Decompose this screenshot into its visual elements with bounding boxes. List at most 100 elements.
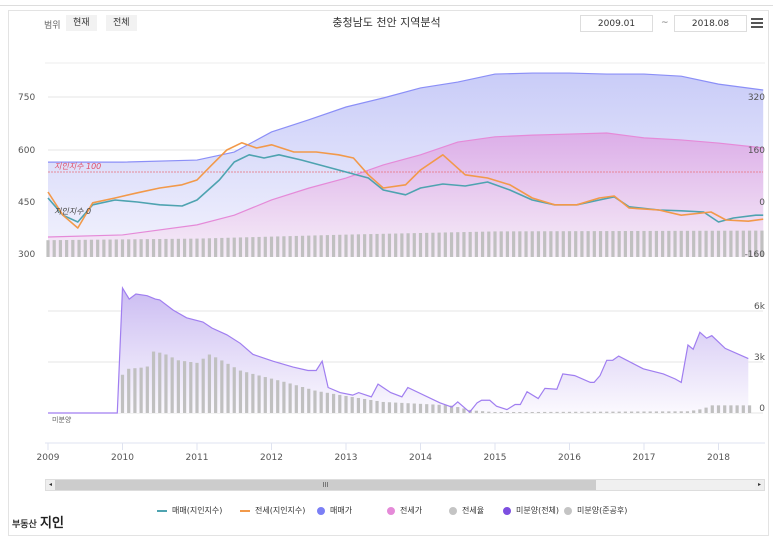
jeonse-ratio-bar	[592, 231, 596, 257]
right-axis-tick: -160	[745, 250, 766, 260]
menu-icon[interactable]	[751, 18, 763, 30]
legend-item[interactable]: 매매(지인지수)	[157, 505, 222, 516]
jeonse-ratio-bar	[555, 231, 559, 257]
jeonse-ratio-bar	[723, 230, 727, 257]
unsold-completed-bar	[598, 411, 603, 413]
jeonse-ratio-bar	[400, 233, 404, 257]
jeonse-ratio-bar	[214, 238, 218, 257]
unsold-completed-bar	[710, 405, 714, 413]
date-from-input[interactable]: 2009.01	[580, 15, 653, 32]
scroll-right-arrow[interactable]: ▸	[755, 480, 764, 490]
unsold-completed-bar	[667, 411, 671, 413]
x-axis-label: 2009	[37, 453, 60, 463]
jeonse-ratio-bar	[363, 234, 367, 257]
scroll-left-arrow[interactable]: ◂	[46, 480, 55, 490]
jeonse-ratio-bar	[679, 230, 683, 257]
unsold-completed-bar	[282, 381, 286, 413]
jeonse-ratio-bar	[263, 236, 267, 257]
x-axis-label: 2014	[409, 453, 432, 463]
jeonse-ratio-bar	[437, 232, 441, 257]
jeonse-ratio-bar	[282, 236, 286, 257]
jeonse-ratio-bar	[611, 231, 615, 257]
legend-item[interactable]: 매매가	[317, 505, 352, 516]
top-strip	[0, 0, 773, 6]
jeonse-ratio-bar	[151, 239, 156, 257]
x-axis-label: 2018	[707, 453, 730, 463]
unsold-completed-bar	[269, 378, 274, 413]
unsold-completed-bar	[487, 411, 491, 413]
jeonse-ratio-bar	[164, 238, 168, 257]
unsold-completed-bar	[375, 400, 379, 413]
range-current-button[interactable]: 현재	[66, 15, 97, 31]
scrollbar-thumb[interactable]: III	[55, 480, 596, 490]
legend-label: 미분양(준공후)	[577, 506, 628, 515]
unsold-completed-bar	[729, 405, 733, 413]
jeonse-ratio-bar	[642, 230, 646, 257]
jeonse-ratio-bar	[89, 239, 94, 257]
jeonse-ratio-bar	[480, 231, 485, 257]
legend-item[interactable]: 미분양(준공후)	[564, 505, 627, 516]
jeonse-ratio-bar	[176, 238, 180, 257]
unsold-completed-bar	[363, 398, 367, 413]
jeonse-ratio-bar	[226, 237, 230, 257]
jeonse-ratio-bar	[387, 233, 392, 257]
jeonse-ratio-bar	[654, 230, 659, 257]
x-axis-label: 2010	[111, 453, 134, 463]
unsold-completed-bar	[313, 390, 317, 413]
date-to-input[interactable]: 2018.08	[674, 15, 747, 32]
unsold-total-line	[48, 286, 749, 414]
jeonse-price-line	[47, 132, 764, 238]
jeonse-ratio-bar	[381, 233, 385, 257]
jeonse-ratio-bar	[294, 235, 298, 257]
jeonse-ratio-bar	[636, 230, 640, 257]
legend-item[interactable]: 전세가	[387, 505, 422, 516]
jeonse-ratio-bar	[580, 231, 584, 257]
unsold-completed-bar	[356, 397, 361, 413]
x-axis-label: 2013	[335, 453, 358, 463]
unsold-completed-bar	[369, 399, 373, 413]
unsold-completed-bar	[158, 352, 162, 413]
jeonse-ratio-bar	[530, 231, 534, 257]
unsold-completed-bar	[431, 404, 435, 413]
jeonse-ratio-bar	[661, 230, 665, 257]
jeonse-ratio-bar	[307, 235, 311, 257]
jeonse-ratio-bar	[412, 233, 416, 257]
legend-item[interactable]: 미분양(전체)	[503, 505, 559, 516]
jeonse-ratio-bar	[605, 231, 609, 257]
legend-swatch-icon	[317, 506, 325, 515]
horizontal-scrollbar[interactable]: ◂ III ▸	[45, 479, 765, 491]
range-all-button[interactable]: 전체	[106, 15, 137, 31]
jeonse-ratio-bar	[524, 231, 528, 257]
unsold-completed-bar	[425, 404, 429, 413]
unsold-completed-bar	[741, 405, 745, 413]
jeonse-ratio-bar	[276, 236, 280, 257]
unsold-completed-bar	[567, 411, 572, 413]
jeonse-index-line	[47, 142, 764, 229]
unsold-completed-bar	[338, 394, 342, 413]
jeonse-ratio-bar	[331, 234, 336, 257]
unsold-completed-bar	[592, 411, 596, 413]
jeonse-ratio-bar	[735, 230, 739, 257]
jeonse-ratio-bar	[623, 231, 627, 257]
jeonse-ratio-bar	[747, 230, 752, 257]
jeonse-ratio-bar	[207, 238, 212, 257]
unsold-completed-bar	[387, 402, 392, 413]
unsold-completed-bar	[394, 402, 398, 413]
jeonse-ratio-bar	[238, 237, 243, 257]
unsold-completed-bar	[636, 411, 640, 413]
unsold-completed-bar	[586, 411, 590, 413]
jeonse-ratio-bar	[617, 231, 621, 257]
jeonse-ratio-bar	[251, 237, 255, 257]
unsold-completed-bar	[294, 385, 298, 413]
legend-item[interactable]: 전세(지인지수)	[240, 505, 305, 516]
jeonse-ratio-bar	[586, 231, 590, 257]
unsold-completed-bar	[561, 411, 565, 413]
unsold-completed-bar	[443, 405, 447, 413]
jeonse-ratio-bar	[158, 239, 162, 257]
legend-item[interactable]: 전세율	[449, 505, 484, 516]
unsold-completed-bar	[747, 405, 752, 413]
left-axis-tick: 600	[18, 146, 35, 156]
jeonse-ratio-bar	[418, 233, 423, 257]
unsold-completed-bar	[574, 411, 578, 413]
